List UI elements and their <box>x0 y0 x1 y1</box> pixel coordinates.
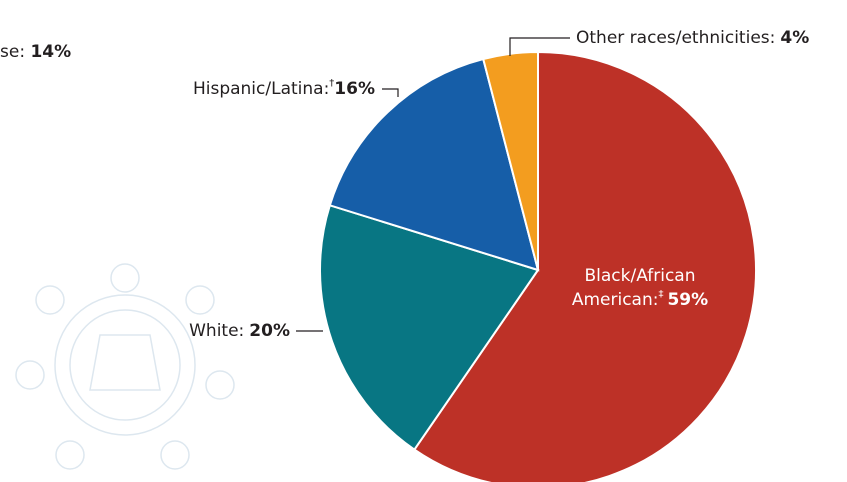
category-label: Other races/ethnicities: <box>576 28 775 48</box>
cropped-label: se: 14% <box>0 42 71 62</box>
pie-slice <box>328 57 540 272</box>
slice-label: Other races/ethnicities: 4% <box>576 28 809 48</box>
value-label: 4% <box>780 28 809 48</box>
value-label: 59% <box>667 290 708 310</box>
pie-slice <box>319 204 540 451</box>
footnote-mark: † <box>329 78 334 89</box>
leader-line <box>509 37 570 56</box>
value-label: 16% <box>334 79 375 99</box>
leader-line <box>382 88 399 97</box>
labels: Black/African American:‡ 59% White: 20% Hispa… <box>189 28 809 341</box>
footnote-mark: ‡ <box>658 289 663 300</box>
value-label: 20% <box>249 321 290 341</box>
cropped-label-value: 14% <box>30 42 71 62</box>
slice-label: Black/African <box>585 266 696 286</box>
virus-icon <box>15 263 235 470</box>
cropped-label-text: se: <box>0 42 25 62</box>
pie <box>319 50 757 482</box>
category-label-cont: American: <box>572 290 659 310</box>
slice-label: White: 20% <box>189 321 290 341</box>
category-label: White: <box>189 321 244 341</box>
category-label: Hispanic/Latina: <box>193 79 329 99</box>
slice-label: American:‡ 59% <box>572 289 708 310</box>
slice-label: Hispanic/Latina:†16% <box>193 78 375 99</box>
pie-slice <box>412 50 757 482</box>
category-label: Black/African <box>585 266 696 286</box>
